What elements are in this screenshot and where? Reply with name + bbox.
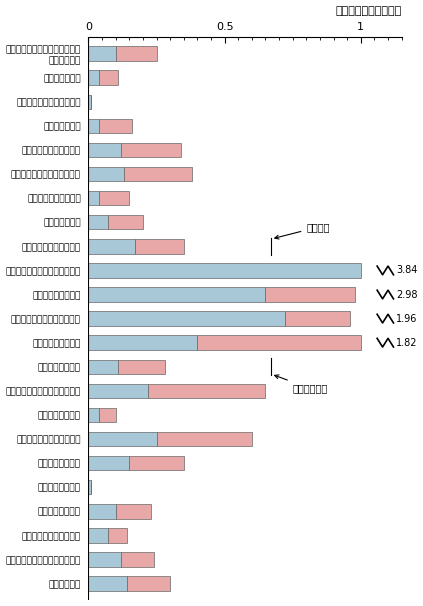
Bar [88, 576, 126, 591]
Bar [88, 432, 157, 446]
Bar [121, 552, 154, 567]
Bar [88, 287, 266, 302]
Bar [99, 70, 118, 85]
Bar [99, 191, 129, 205]
Bar [266, 287, 355, 302]
Bar [115, 47, 157, 61]
Bar [135, 239, 184, 253]
Text: 百万トン（炭素換算）: 百万トン（炭素換算） [335, 5, 402, 16]
Bar [88, 119, 99, 133]
Text: 2.98: 2.98 [396, 290, 418, 299]
Bar [88, 480, 91, 494]
Bar [99, 408, 115, 422]
Bar [107, 528, 126, 542]
Bar [88, 191, 99, 205]
Bar [88, 95, 91, 109]
Bar [88, 311, 285, 326]
Text: 削減可能: 削減可能 [275, 222, 330, 239]
Text: 一部削減可能: 一部削減可能 [275, 375, 328, 393]
Bar [88, 336, 198, 350]
Bar [88, 504, 115, 519]
Bar [88, 359, 118, 374]
Bar [285, 311, 350, 326]
Text: 3.84: 3.84 [396, 265, 418, 275]
Bar [198, 336, 361, 350]
Bar [88, 528, 107, 542]
Bar [157, 432, 252, 446]
Bar [88, 239, 135, 253]
Bar [88, 384, 148, 398]
Bar [88, 263, 361, 278]
Bar [88, 167, 124, 181]
Text: 1.96: 1.96 [396, 313, 418, 324]
Bar [115, 504, 151, 519]
Bar [118, 359, 165, 374]
Text: 1.82: 1.82 [396, 338, 418, 348]
Bar [99, 119, 132, 133]
Bar [107, 215, 143, 230]
Bar [88, 456, 129, 470]
Bar [88, 552, 121, 567]
Bar [148, 384, 266, 398]
Bar [88, 408, 99, 422]
Bar [88, 215, 107, 230]
Bar [126, 576, 170, 591]
Bar [124, 167, 192, 181]
Bar [121, 143, 181, 157]
Bar [88, 143, 121, 157]
Bar [129, 456, 184, 470]
Bar [88, 70, 99, 85]
Bar [88, 47, 115, 61]
